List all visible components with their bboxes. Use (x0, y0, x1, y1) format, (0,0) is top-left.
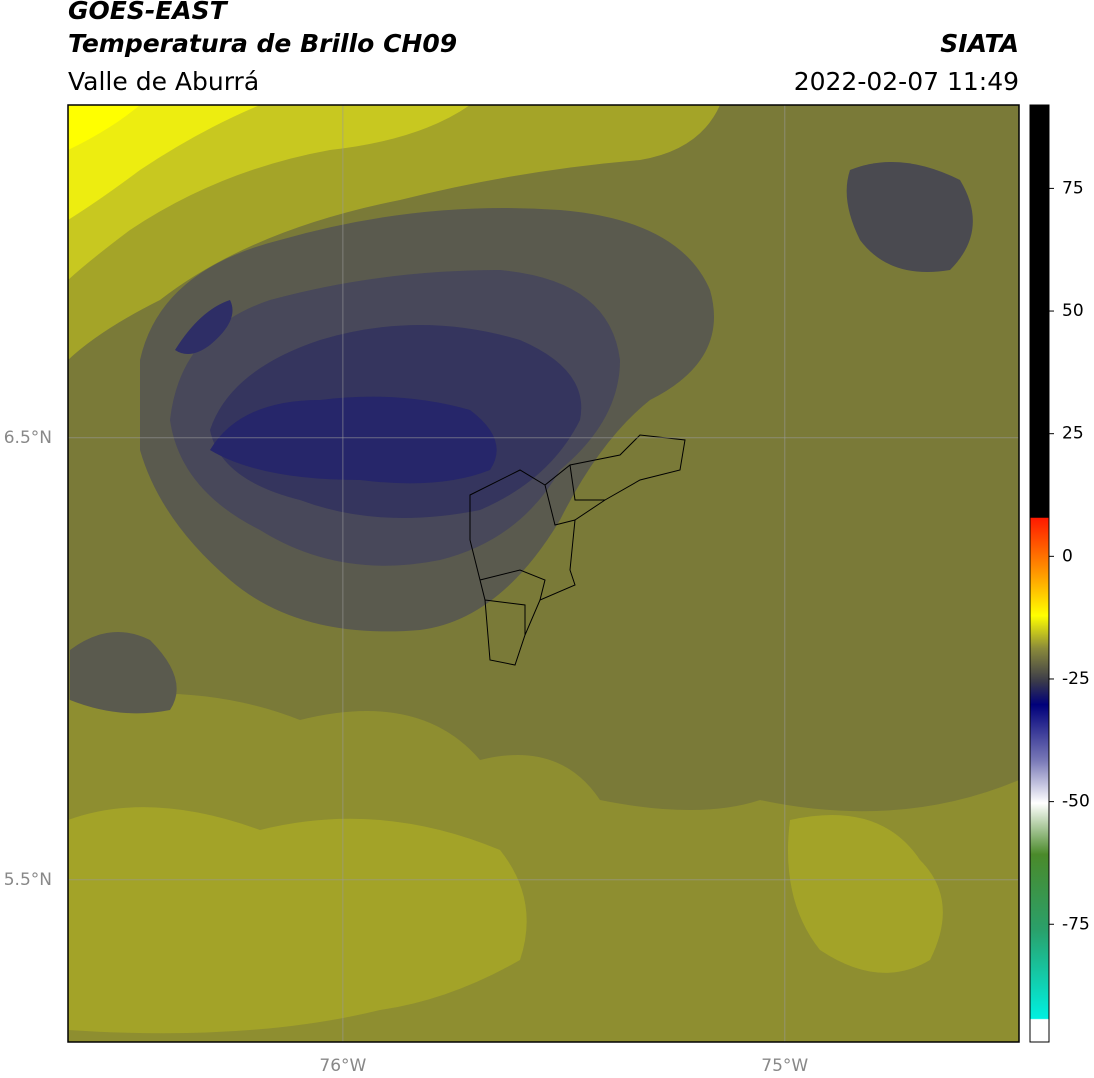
municipal-boundaries (469, 434, 686, 666)
colorbar-tick-label: -50 (1062, 792, 1090, 812)
region: Valle de Aburrá (68, 67, 259, 96)
colorbar-tick-label: 25 (1062, 424, 1084, 444)
x-tick-label: 76°W (319, 1056, 366, 1076)
colorbar-tick-label: -25 (1062, 669, 1090, 689)
colorbar-tick-label: -75 (1062, 914, 1090, 934)
subtitle: Temperatura de Brillo CH09 (68, 29, 457, 58)
map-field (68, 105, 1019, 1042)
source: SIATA (940, 29, 1019, 58)
colorbar-tick-label: 0 (1062, 546, 1073, 566)
colorbar-tick-label: 50 (1062, 301, 1084, 321)
x-tick-label: 75°W (761, 1056, 808, 1076)
datetime: 2022-02-07 11:49 (794, 67, 1019, 96)
y-tick-label: 6.5°N (4, 428, 52, 448)
grid (68, 105, 1019, 1042)
map-frame (67, 104, 1020, 1043)
colorbar-tick-label: 75 (1062, 178, 1084, 198)
colorbar (1029, 104, 1050, 1043)
title: GOES-EAST (68, 0, 229, 25)
y-tick-label: 5.5°N (4, 870, 52, 890)
